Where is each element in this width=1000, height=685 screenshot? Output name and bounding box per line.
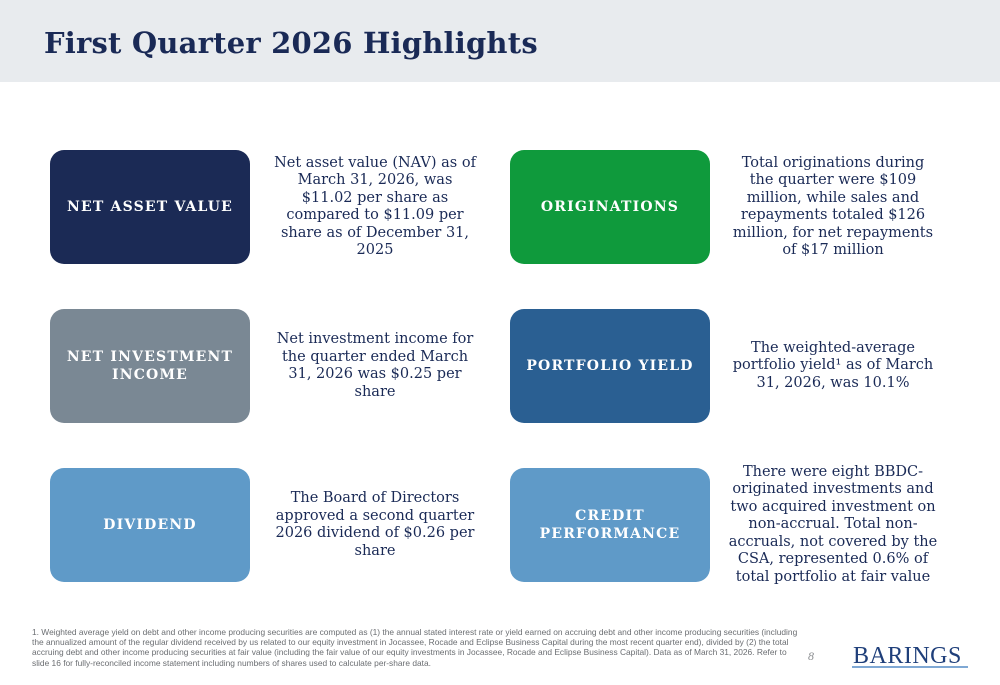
- highlight-desc-originations: Total originations during the quarter we…: [728, 150, 938, 264]
- svg-text:BARINGS: BARINGS: [853, 643, 962, 669]
- logo-underline: [852, 666, 968, 668]
- footnote: 1. Weighted average yield on debt and ot…: [32, 627, 802, 668]
- highlight-desc-portfolio-yield: The weighted-average portfolio yield¹ as…: [728, 309, 938, 423]
- highlight-desc-net-investment-income: Net investment income for the quarter en…: [270, 309, 480, 423]
- page-number: 8: [808, 649, 814, 664]
- highlight-box-net-asset-value: NET ASSET VALUE: [50, 150, 250, 264]
- highlight-box-originations: ORIGINATIONS: [510, 150, 710, 264]
- highlight-box-dividend: DIVIDEND: [50, 468, 250, 582]
- highlight-desc-credit-performance: There were eight BBDC-originated investm…: [728, 468, 938, 582]
- barings-logo: BARINGS: [852, 640, 970, 670]
- highlight-desc-dividend: The Board of Directors approved a second…: [270, 468, 480, 582]
- page-title: First Quarter 2026 Highlights: [44, 26, 538, 60]
- highlight-box-credit-performance: CREDIT PERFORMANCE: [510, 468, 710, 582]
- highlight-desc-net-asset-value: Net asset value (NAV) as of March 31, 20…: [270, 150, 480, 264]
- highlight-box-net-investment-income: NET INVESTMENT INCOME: [50, 309, 250, 423]
- highlight-box-portfolio-yield: PORTFOLIO YIELD: [510, 309, 710, 423]
